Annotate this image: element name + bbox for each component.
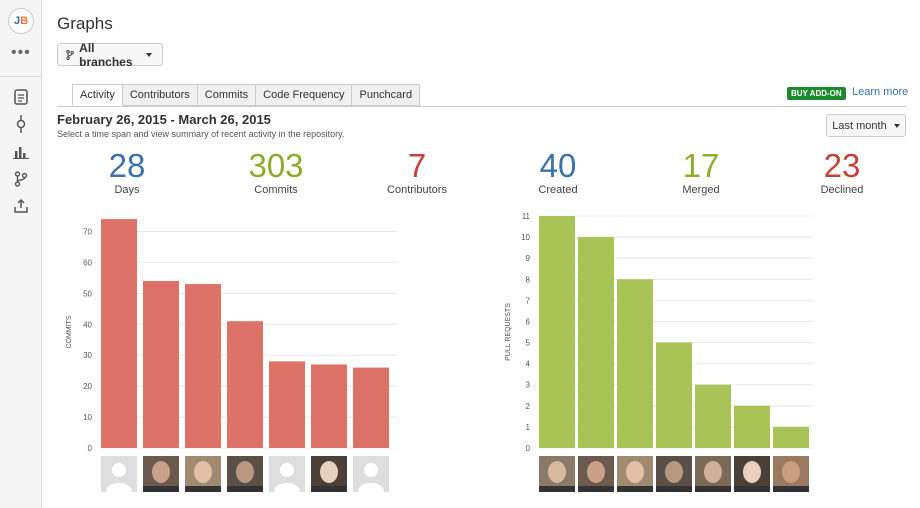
tab-commits[interactable]: Commits bbox=[197, 84, 257, 106]
avatar[interactable] bbox=[695, 456, 731, 492]
y-tick-label: 5 bbox=[526, 339, 531, 348]
stat-created-label: Created bbox=[538, 184, 578, 196]
bar bbox=[185, 284, 221, 448]
bar bbox=[539, 216, 575, 448]
y-tick-label: 11 bbox=[522, 212, 531, 221]
y-axis-label: COMMITS bbox=[66, 315, 73, 348]
avatar[interactable] bbox=[311, 456, 347, 492]
tab-punchcard[interactable]: Punchcard bbox=[352, 84, 421, 106]
y-tick-label: 70 bbox=[83, 227, 92, 236]
date-range-description: Select a time span and view summary of r… bbox=[57, 129, 345, 139]
y-tick-label: 10 bbox=[521, 233, 530, 242]
tab-bar: Activity Contributors Commits Code Frequ… bbox=[72, 84, 421, 106]
avatar[interactable] bbox=[539, 456, 575, 492]
period-selector[interactable]: Last month bbox=[826, 114, 906, 137]
branches-icon[interactable] bbox=[12, 170, 30, 188]
avatar[interactable] bbox=[656, 456, 692, 492]
bar bbox=[578, 237, 614, 448]
stat-commits: 303 Commits bbox=[216, 146, 336, 196]
y-tick-label: 0 bbox=[526, 444, 531, 453]
avatar[interactable] bbox=[353, 456, 389, 492]
tab-divider bbox=[57, 106, 906, 107]
avatar[interactable] bbox=[143, 456, 179, 492]
y-tick-label: 6 bbox=[526, 317, 531, 326]
period-selector-label: Last month bbox=[832, 119, 887, 132]
y-tick-label: 10 bbox=[83, 413, 92, 422]
avatar[interactable] bbox=[227, 456, 263, 492]
learn-more-link[interactable]: Learn more bbox=[852, 86, 909, 98]
stat-days: 28 Days bbox=[67, 146, 187, 196]
y-tick-label: 2 bbox=[526, 402, 531, 411]
commits-icon[interactable] bbox=[12, 115, 30, 133]
y-tick-label: 60 bbox=[83, 258, 92, 267]
bar bbox=[353, 367, 389, 448]
bar bbox=[101, 219, 137, 448]
avatar[interactable] bbox=[734, 456, 770, 492]
avatar[interactable] bbox=[269, 456, 305, 492]
tab-code-frequency[interactable]: Code Frequency bbox=[256, 84, 353, 106]
branch-selector[interactable]: All branches bbox=[57, 40, 163, 69]
tab-contributors[interactable]: Contributors bbox=[122, 84, 198, 106]
sidebar-divider bbox=[0, 76, 41, 77]
stat-commits-label: Commits bbox=[254, 184, 298, 196]
y-tick-label: 7 bbox=[526, 296, 531, 305]
stat-created-value: 40 bbox=[539, 147, 577, 184]
y-axis-label: PULL REQUESTS bbox=[505, 303, 512, 361]
bar bbox=[734, 405, 770, 448]
bar bbox=[227, 321, 263, 448]
stat-contributors-label: Contributors bbox=[387, 184, 447, 196]
stat-merged: 17 Merged bbox=[641, 146, 761, 196]
y-tick-label: 20 bbox=[83, 382, 92, 391]
stat-merged-label: Merged bbox=[682, 184, 720, 196]
bar bbox=[695, 384, 731, 448]
stat-days-label: Days bbox=[114, 184, 140, 196]
y-tick-label: 9 bbox=[526, 254, 531, 263]
stat-merged-value: 17 bbox=[682, 147, 720, 184]
avatar[interactable] bbox=[617, 456, 653, 492]
chevron-down-icon bbox=[146, 52, 152, 57]
branch-selector-label: All branches bbox=[79, 40, 133, 69]
avatar[interactable] bbox=[773, 456, 809, 492]
date-range-title: February 26, 2015 - March 26, 2015 bbox=[57, 112, 271, 127]
y-tick-label: 0 bbox=[88, 444, 93, 453]
avatar[interactable] bbox=[185, 456, 221, 492]
share-icon[interactable] bbox=[12, 197, 30, 215]
chevron-down-icon bbox=[893, 123, 900, 128]
y-tick-label: 1 bbox=[526, 423, 531, 432]
bar bbox=[656, 342, 692, 448]
source-icon[interactable] bbox=[12, 88, 30, 106]
bar bbox=[269, 361, 305, 448]
y-tick-label: 8 bbox=[526, 275, 531, 284]
stat-declined-label: Declined bbox=[820, 184, 864, 196]
tab-activity[interactable]: Activity bbox=[72, 84, 123, 106]
graphs-icon[interactable] bbox=[12, 143, 30, 161]
y-tick-label: 3 bbox=[526, 381, 531, 390]
y-tick-label: 40 bbox=[83, 320, 92, 329]
branch-icon bbox=[66, 49, 74, 60]
stat-days-value: 28 bbox=[108, 147, 146, 184]
y-tick-label: 4 bbox=[526, 360, 531, 369]
stat-declined-value: 23 bbox=[823, 147, 861, 184]
bar bbox=[617, 279, 653, 448]
avatar[interactable] bbox=[578, 456, 614, 492]
stat-created: 40 Created bbox=[498, 146, 618, 196]
stat-contributors: 7 Contributors bbox=[357, 146, 477, 196]
stat-commits-value: 303 bbox=[248, 147, 304, 184]
bar bbox=[143, 280, 179, 448]
more-icon[interactable]: ••• bbox=[11, 44, 31, 61]
y-tick-label: 50 bbox=[83, 289, 92, 298]
buy-addon-badge[interactable]: BUY ADD-ON bbox=[787, 87, 846, 100]
avatar[interactable] bbox=[101, 456, 137, 492]
page-title: Graphs bbox=[57, 14, 113, 33]
stat-contributors-value: 7 bbox=[407, 147, 427, 184]
bar bbox=[773, 426, 809, 448]
stat-declined: 23 Declined bbox=[782, 146, 902, 196]
bar bbox=[311, 364, 347, 448]
y-tick-label: 30 bbox=[83, 351, 92, 360]
